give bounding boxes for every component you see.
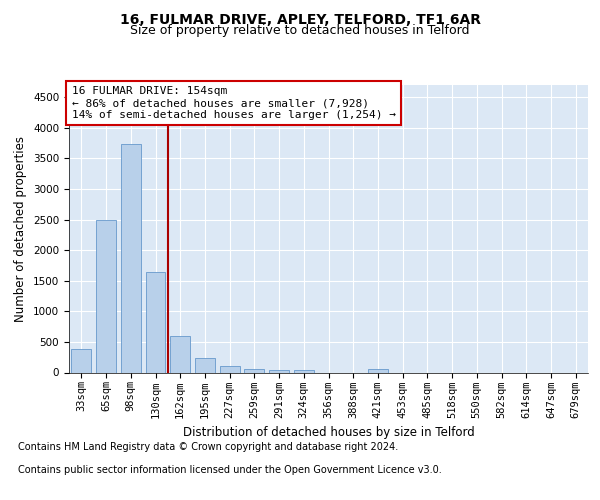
- X-axis label: Distribution of detached houses by size in Telford: Distribution of detached houses by size …: [182, 426, 475, 439]
- Text: Size of property relative to detached houses in Telford: Size of property relative to detached ho…: [130, 24, 470, 37]
- Bar: [71, 350, 91, 372]
- Bar: [368, 369, 388, 372]
- Text: 16 FULMAR DRIVE: 154sqm
← 86% of detached houses are smaller (7,928)
14% of semi: 16 FULMAR DRIVE: 154sqm ← 86% of detache…: [71, 86, 395, 120]
- Bar: [170, 336, 190, 372]
- Text: 16, FULMAR DRIVE, APLEY, TELFORD, TF1 6AR: 16, FULMAR DRIVE, APLEY, TELFORD, TF1 6A…: [119, 12, 481, 26]
- Bar: [244, 369, 264, 372]
- Y-axis label: Number of detached properties: Number of detached properties: [14, 136, 28, 322]
- Bar: [146, 272, 166, 372]
- Bar: [220, 366, 239, 372]
- Text: Contains public sector information licensed under the Open Government Licence v3: Contains public sector information licen…: [18, 465, 442, 475]
- Bar: [294, 370, 314, 372]
- Text: Contains HM Land Registry data © Crown copyright and database right 2024.: Contains HM Land Registry data © Crown c…: [18, 442, 398, 452]
- Bar: [195, 358, 215, 372]
- Bar: [269, 370, 289, 372]
- Bar: [96, 220, 116, 372]
- Bar: [121, 144, 140, 372]
